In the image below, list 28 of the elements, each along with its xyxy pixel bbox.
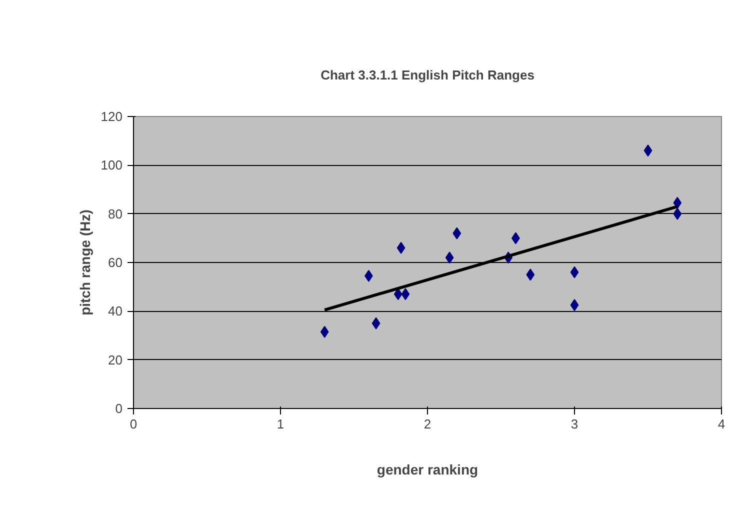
x-tick-label: 2 — [424, 416, 432, 432]
point — [396, 242, 406, 254]
point — [452, 227, 462, 240]
y-axis-title: pitch range (Hz) — [76, 210, 93, 316]
point — [401, 288, 410, 300]
point — [394, 288, 402, 300]
y-tick-label: 120 — [100, 109, 123, 124]
point — [320, 326, 329, 338]
point — [372, 317, 380, 330]
y-tick-label: 0 — [115, 401, 123, 416]
x-tick-label: 0 — [130, 416, 138, 432]
point — [673, 208, 682, 220]
point — [526, 268, 535, 281]
y-tick-label: 80 — [108, 206, 123, 222]
point — [445, 252, 454, 264]
y-tick-label: 20 — [108, 352, 123, 368]
x-tick-label: 4 — [718, 416, 726, 432]
x-axis-title: gender ranking — [376, 462, 478, 478]
x-tick-label: 3 — [570, 416, 578, 432]
y-tick-label: 60 — [108, 255, 123, 270]
y-tick-label: 100 — [100, 158, 123, 173]
point — [673, 196, 682, 209]
x-tick-label: 1 — [276, 416, 284, 432]
point — [570, 266, 579, 278]
chart-title: Chart 3.3.1.1 English Pitch Ranges — [320, 68, 534, 82]
point — [644, 144, 652, 157]
point — [570, 299, 579, 312]
y-tick-label: 40 — [108, 304, 123, 319]
